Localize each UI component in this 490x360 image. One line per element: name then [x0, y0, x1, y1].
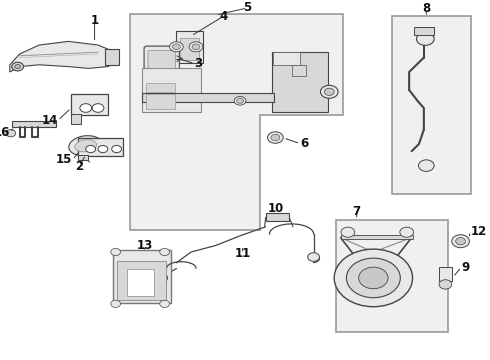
Circle shape — [160, 248, 170, 256]
Text: 15: 15 — [56, 153, 73, 166]
Circle shape — [189, 42, 203, 52]
Circle shape — [452, 235, 469, 248]
Circle shape — [324, 88, 334, 95]
Text: 3: 3 — [195, 57, 203, 70]
Circle shape — [400, 227, 414, 237]
Bar — [78, 155, 88, 160]
Circle shape — [6, 130, 16, 137]
Bar — [127, 269, 154, 296]
Text: 13: 13 — [136, 239, 153, 252]
Circle shape — [439, 280, 452, 289]
Text: 14: 14 — [42, 114, 58, 127]
Circle shape — [172, 44, 180, 50]
Circle shape — [12, 62, 24, 71]
Polygon shape — [10, 41, 118, 72]
Bar — [142, 68, 201, 112]
Circle shape — [80, 104, 92, 112]
Ellipse shape — [75, 140, 97, 152]
Bar — [266, 213, 289, 221]
Bar — [142, 93, 274, 102]
Bar — [336, 220, 448, 332]
Circle shape — [334, 249, 413, 307]
Bar — [176, 31, 203, 63]
Bar — [392, 16, 471, 194]
Text: 7: 7 — [353, 205, 361, 218]
Circle shape — [271, 134, 280, 141]
Circle shape — [308, 253, 319, 261]
Circle shape — [416, 32, 434, 45]
Text: 8: 8 — [422, 3, 430, 15]
Circle shape — [320, 85, 338, 98]
Bar — [12, 121, 56, 127]
Bar — [78, 138, 122, 156]
Bar — [71, 114, 81, 124]
Bar — [180, 38, 199, 60]
Circle shape — [359, 267, 388, 289]
Bar — [273, 52, 300, 65]
Bar — [146, 94, 175, 109]
Bar — [113, 250, 171, 303]
Text: 16: 16 — [0, 126, 10, 139]
Bar — [146, 83, 175, 92]
Circle shape — [192, 44, 200, 50]
Text: 11: 11 — [234, 247, 251, 260]
Circle shape — [341, 227, 355, 237]
Bar — [117, 261, 166, 300]
Circle shape — [98, 145, 108, 153]
Circle shape — [268, 132, 283, 143]
Text: 4: 4 — [220, 10, 227, 23]
Circle shape — [15, 64, 21, 69]
Circle shape — [456, 238, 466, 245]
Circle shape — [111, 248, 121, 256]
Text: 6: 6 — [300, 137, 309, 150]
Ellipse shape — [69, 136, 103, 156]
Text: 2: 2 — [75, 160, 83, 173]
Bar — [292, 65, 306, 76]
Circle shape — [237, 98, 244, 103]
Bar — [105, 49, 119, 65]
Circle shape — [156, 274, 168, 282]
Circle shape — [86, 145, 96, 153]
Bar — [341, 235, 413, 239]
Bar — [272, 52, 328, 112]
Text: 12: 12 — [470, 225, 487, 238]
FancyBboxPatch shape — [144, 46, 179, 71]
Bar — [71, 94, 108, 115]
Bar — [414, 27, 434, 35]
Circle shape — [111, 300, 121, 307]
Circle shape — [234, 96, 246, 105]
FancyBboxPatch shape — [148, 50, 175, 68]
Text: 5: 5 — [244, 1, 251, 14]
Text: 1: 1 — [91, 14, 98, 27]
Circle shape — [170, 42, 183, 52]
Bar — [439, 267, 452, 281]
Circle shape — [418, 160, 434, 171]
Circle shape — [112, 145, 122, 153]
Text: 10: 10 — [268, 202, 284, 215]
Circle shape — [346, 258, 400, 298]
Circle shape — [160, 300, 170, 307]
Polygon shape — [130, 14, 343, 230]
Text: 9: 9 — [462, 261, 470, 274]
Circle shape — [92, 104, 104, 112]
